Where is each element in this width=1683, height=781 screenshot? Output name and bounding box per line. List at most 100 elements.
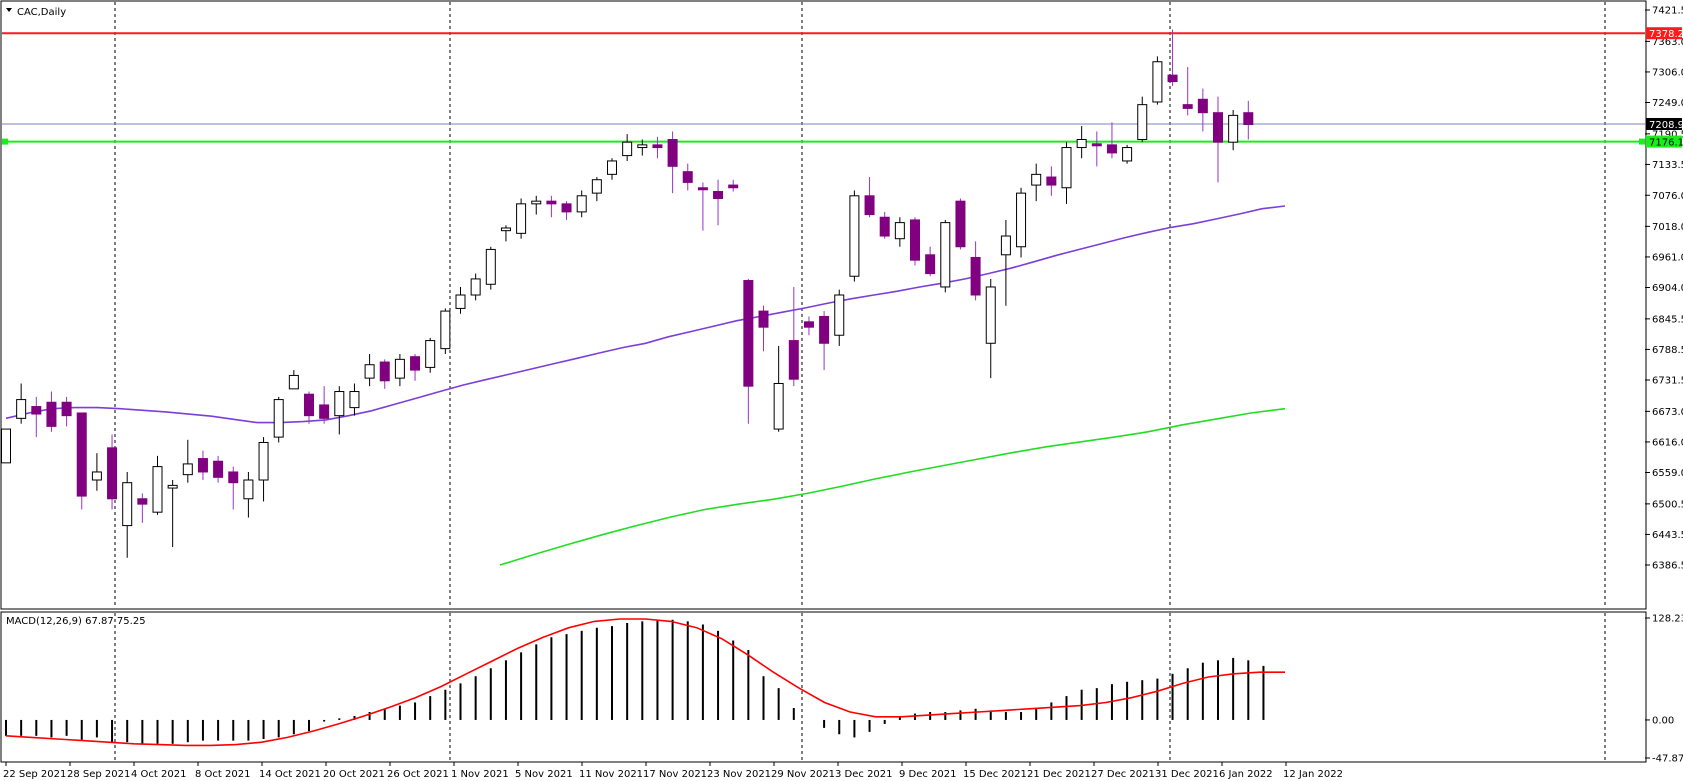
candle[interactable]	[334, 391, 345, 417]
candle[interactable]	[1197, 98, 1208, 114]
candle[interactable]	[304, 393, 314, 417]
price-axis-label: 6616.0	[1652, 437, 1683, 448]
candle[interactable]	[137, 498, 148, 505]
candle[interactable]	[1137, 104, 1148, 140]
candle[interactable]	[410, 356, 421, 371]
candle[interactable]	[1122, 147, 1133, 162]
price-axis-label: 7133.5	[1652, 160, 1683, 171]
candle[interactable]	[1243, 112, 1254, 125]
candle[interactable]	[940, 222, 951, 288]
candle[interactable]	[76, 412, 87, 497]
candle[interactable]	[1182, 104, 1193, 109]
candle[interactable]	[349, 391, 360, 409]
candle[interactable]	[1228, 114, 1239, 143]
candle[interactable]	[1091, 143, 1102, 147]
candle[interactable]	[213, 460, 224, 478]
candle[interactable]	[440, 310, 451, 350]
candle[interactable]	[516, 203, 527, 234]
candle[interactable]	[955, 200, 966, 248]
time-axis-label: 31 Dec 2021	[1155, 769, 1219, 780]
candle[interactable]	[228, 471, 239, 484]
triangle-down-icon[interactable]	[6, 8, 12, 12]
candle[interactable]	[667, 139, 678, 167]
candle[interactable]	[849, 195, 860, 277]
candle[interactable]	[864, 195, 875, 216]
support-price-tag-bg	[1646, 135, 1682, 148]
candle[interactable]	[1000, 235, 1011, 256]
candle[interactable]	[167, 484, 178, 489]
candle[interactable]	[31, 406, 42, 415]
candle[interactable]	[531, 200, 542, 205]
candle[interactable]	[394, 358, 405, 379]
candle[interactable]	[319, 404, 330, 419]
support-line-handle[interactable]	[2, 138, 8, 145]
candle[interactable]	[758, 310, 769, 328]
candle[interactable]	[894, 222, 905, 240]
candle[interactable]	[485, 248, 496, 285]
candle[interactable]	[91, 471, 102, 481]
candle[interactable]	[728, 184, 739, 189]
candle[interactable]	[152, 466, 163, 513]
candle[interactable]	[819, 315, 830, 344]
candle[interactable]	[364, 364, 375, 379]
candle[interactable]	[622, 141, 633, 157]
candle[interactable]	[182, 463, 193, 476]
candle[interactable]	[1152, 61, 1163, 103]
time-axis-label: 22 Sep 2021	[3, 769, 66, 780]
candle[interactable]	[288, 374, 299, 390]
candle[interactable]	[122, 482, 133, 527]
candle[interactable]	[258, 441, 269, 481]
candle[interactable]	[455, 294, 466, 309]
candle[interactable]	[607, 160, 617, 175]
candle[interactable]	[970, 256, 981, 296]
candle[interactable]	[591, 179, 602, 194]
candle[interactable]	[61, 401, 72, 417]
candle[interactable]	[1046, 176, 1057, 186]
candle[interactable]	[46, 401, 57, 427]
candle[interactable]	[379, 361, 390, 382]
candle[interactable]	[500, 227, 511, 232]
candle[interactable]	[910, 219, 920, 261]
candle[interactable]	[425, 340, 436, 368]
candle[interactable]	[652, 144, 663, 149]
candle[interactable]	[1076, 139, 1087, 149]
candle[interactable]	[788, 340, 799, 380]
time-axis-label: 15 Dec 2021	[963, 769, 1027, 780]
time-axis-label: 3 Dec 2021	[835, 769, 893, 780]
candle[interactable]	[803, 321, 814, 328]
candle[interactable]	[561, 203, 572, 213]
candle[interactable]	[834, 294, 845, 336]
candle[interactable]	[197, 458, 208, 473]
time-axis-label: 14 Oct 2021	[259, 769, 321, 780]
candle[interactable]	[1106, 144, 1117, 154]
candle[interactable]	[1, 428, 11, 464]
candle[interactable]	[682, 171, 693, 183]
candle[interactable]	[243, 479, 254, 500]
candle[interactable]	[697, 187, 708, 191]
candle[interactable]	[925, 254, 936, 275]
candle[interactable]	[1167, 74, 1178, 83]
candle[interactable]	[1213, 112, 1223, 143]
candle[interactable]	[470, 278, 481, 296]
candle[interactable]	[546, 200, 557, 205]
candle[interactable]	[16, 399, 27, 419]
candle[interactable]	[637, 144, 648, 149]
support-line-handle[interactable]	[1639, 138, 1645, 145]
price-axis-label: 6961.0	[1652, 252, 1683, 263]
macd-panel-frame	[0, 611, 1647, 763]
candle[interactable]	[1061, 147, 1072, 189]
candle[interactable]	[985, 286, 996, 344]
macd-axis-label: -47.87	[1652, 754, 1683, 765]
candle[interactable]	[107, 447, 118, 500]
candle[interactable]	[879, 216, 890, 237]
price-axis-label: 7363.0	[1652, 37, 1683, 48]
candle[interactable]	[1031, 173, 1042, 186]
candle[interactable]	[273, 399, 284, 438]
candle[interactable]	[1016, 192, 1027, 248]
candle[interactable]	[713, 191, 724, 199]
candle[interactable]	[743, 280, 754, 387]
candle[interactable]	[576, 195, 587, 213]
candle[interactable]	[773, 382, 784, 430]
